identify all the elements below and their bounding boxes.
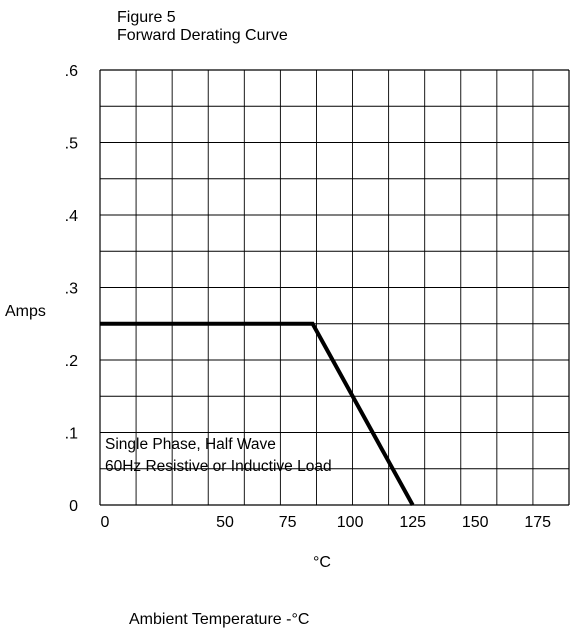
figure-number: Figure 5: [117, 9, 176, 26]
x-tick-label: 125: [399, 514, 426, 531]
x-tick-label: 75: [279, 514, 297, 531]
chart-title: Forward Derating Curve: [117, 27, 288, 44]
annotation-line: 60Hz Resistive or Inductive Load: [105, 458, 332, 475]
y-tick-label: .6: [65, 63, 78, 80]
grid: [99, 69, 570, 506]
y-tick-label: .4: [65, 208, 78, 225]
y-tick-label: .3: [65, 281, 78, 298]
series-layer: [100, 321, 415, 506]
x-tick-labels: 0 50 75 100 125 150 175: [101, 514, 552, 531]
x-tick-label: 50: [216, 514, 234, 531]
y-tick-label: .2: [65, 353, 78, 370]
x-axis-label: Ambient Temperature -°C: [129, 611, 310, 628]
y-axis-label: Amps: [5, 303, 46, 320]
derating-curve: [100, 321, 415, 506]
x-tick-label: 175: [524, 514, 551, 531]
y-tick-label: .1: [65, 426, 78, 443]
x-tick-label: 100: [337, 514, 364, 531]
x-tick-label: 0: [101, 514, 110, 531]
y-tick-label: .5: [65, 136, 78, 153]
y-tick-label: 0: [69, 498, 78, 515]
x-axis-unit: °C: [313, 554, 331, 571]
annotation-line: Single Phase, Half Wave: [105, 436, 276, 453]
y-tick-labels: 0 .1 .2 .3 .4 .5 .6: [65, 63, 78, 515]
x-tick-label: 150: [462, 514, 489, 531]
annotation: Single Phase, Half Wave 60Hz Resistive or…: [105, 436, 332, 475]
